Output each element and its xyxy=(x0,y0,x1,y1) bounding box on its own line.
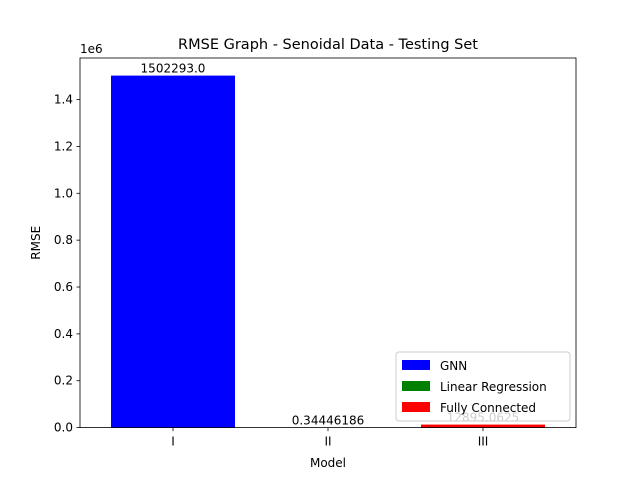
y-tick-label: 0.0 xyxy=(54,421,73,435)
data-label-II: 0.34446186 xyxy=(292,414,365,428)
bar-I xyxy=(111,75,235,428)
chart-title: RMSE Graph - Senoidal Data - Testing Set xyxy=(178,37,478,53)
y-tick-label: 1.4 xyxy=(54,93,73,107)
legend-box xyxy=(395,351,571,422)
legend-swatch xyxy=(402,381,430,391)
plot-frame xyxy=(79,57,577,429)
y-tick-label: 1.2 xyxy=(54,139,73,153)
y-tick-label: 0.8 xyxy=(54,233,73,247)
x-axis-label: Model xyxy=(310,456,346,470)
x-tick-label: III xyxy=(478,435,489,449)
y-ticks-group: 0.0 0.2 0.4 0.6 0.8 1.0 1.2 1.4 xyxy=(54,93,80,435)
y-tick-label: 1.0 xyxy=(54,186,73,200)
y-tick-label: 0.4 xyxy=(54,327,73,341)
data-label-I: 1502293.0 xyxy=(141,62,206,76)
legend: GNN Linear Regression Fully Connected xyxy=(395,351,571,422)
bar-III xyxy=(421,424,545,428)
bars-group xyxy=(111,75,545,428)
y-axis-label: RMSE xyxy=(29,226,43,260)
y-offset-label: 1e6 xyxy=(80,42,103,56)
x-ticks-group: I II III xyxy=(171,427,489,449)
x-tick-label: I xyxy=(171,435,175,449)
y-tick-label: 0.6 xyxy=(54,280,73,294)
legend-label: Linear Regression xyxy=(440,380,547,394)
y-tick-label: 0.2 xyxy=(54,374,73,388)
x-tick-label: II xyxy=(324,435,331,449)
legend-label: GNN xyxy=(440,359,467,373)
legend-swatch xyxy=(402,360,430,370)
legend-swatch xyxy=(402,402,430,412)
legend-label: Fully Connected xyxy=(440,401,536,415)
